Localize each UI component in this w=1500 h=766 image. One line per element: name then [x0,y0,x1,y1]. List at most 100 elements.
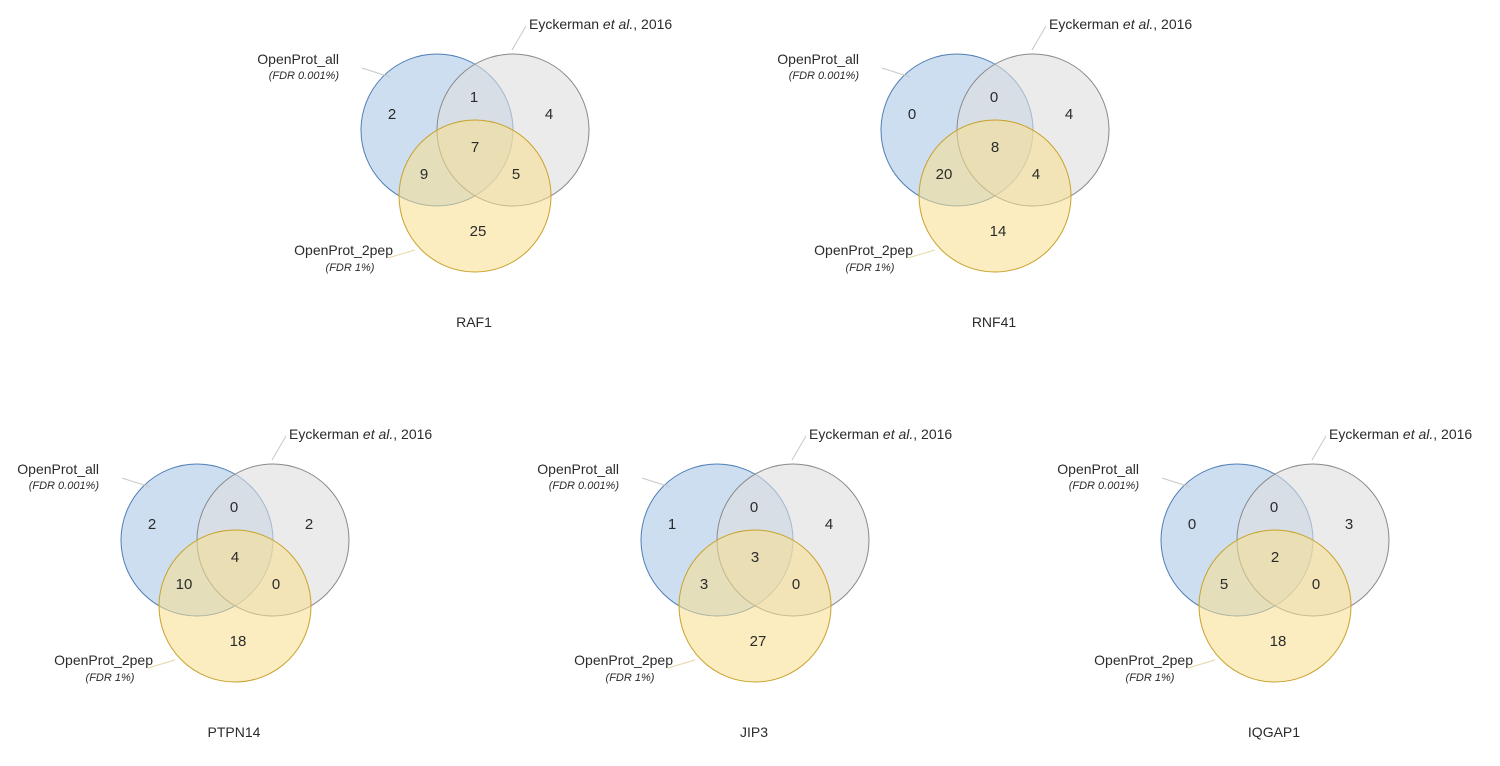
count-all-2pep: 9 [420,166,428,183]
label-openprot-2pep-fdr: (FDR 1%) [86,672,135,684]
circle-openprot-2pep [678,529,832,683]
count-center: 3 [751,549,759,566]
count-pep-only: 14 [990,223,1007,240]
count-eyck-2pep: 5 [512,166,520,183]
venn-rnf41: 0 0 4 8 20 4 14 OpenProt_all (FDR 0.001%) Eyckerm… [777,16,1192,330]
label-openprot-2pep: OpenProt_2pep [814,242,913,258]
leader-eyckerman [271,435,287,461]
circle-openprot-2pep [398,119,552,273]
label-eyckerman-etal: et al. [1123,16,1153,32]
label-openprot-all-fdr: (FDR 0.001%) [29,480,100,492]
label-eyckerman: Eyckerman et al., 2016 [1049,16,1192,32]
count-eyck-2pep: 4 [1032,166,1040,183]
count-all-2pep: 20 [936,166,953,183]
leader-openprot-2pep [907,249,936,259]
label-openprot-2pep: OpenProt_2pep [1094,652,1193,668]
count-all-only: 0 [1188,516,1196,533]
label-openprot-all: OpenProt_all [537,461,619,477]
label-eyckerman: Eyckerman et al., 2016 [1329,426,1472,442]
leader-openprot-all [1161,477,1191,488]
label-eyckerman-year: , 2016 [1153,16,1192,32]
label-eyckerman-etal: et al. [363,426,393,442]
label-eyckerman-author: Eyckerman [809,426,883,442]
label-openprot-all-fdr: (FDR 0.001%) [549,480,620,492]
count-all-eyck: 1 [470,89,478,106]
count-pep-only: 18 [1270,633,1287,650]
count-eyck-only: 4 [1065,106,1073,123]
leader-openprot-all [881,67,911,78]
label-openprot-all: OpenProt_all [777,51,859,67]
count-center: 8 [991,139,999,156]
leader-openprot-2pep [1187,659,1216,669]
count-eyck-only: 4 [825,516,833,533]
venn-ptpn14: 2 0 2 4 10 0 18 OpenProt_all (FDR 0.001%) Eyckerm… [17,426,432,740]
label-eyckerman-year: , 2016 [1433,426,1472,442]
count-all-only: 2 [148,516,156,533]
label-eyckerman-author: Eyckerman [289,426,363,442]
leader-openprot-2pep [387,249,416,259]
label-eyckerman: Eyckerman et al., 2016 [529,16,672,32]
count-all-2pep: 5 [1220,576,1228,593]
label-eyckerman-etal: et al. [603,16,633,32]
count-eyck-only: 3 [1345,516,1353,533]
count-eyck-only: 2 [305,516,313,533]
venn-raf1: 2 1 4 7 9 5 25 OpenProt_all (FDR 0.001%) Eyckerma… [257,16,672,330]
count-all-eyck: 0 [750,499,758,516]
label-openprot-all: OpenProt_all [257,51,339,67]
label-eyckerman: Eyckerman et al., 2016 [289,426,432,442]
count-all-eyck: 0 [1270,499,1278,516]
label-eyckerman-etal: et al. [1403,426,1433,442]
circle-openprot-2pep [1198,529,1352,683]
count-all-eyck: 0 [230,499,238,516]
label-openprot-2pep: OpenProt_2pep [294,242,393,258]
venn-jip3: 1 0 4 3 3 0 27 OpenProt_all (FDR 0.001%) Eyckerma… [537,426,952,740]
diagram-title: RNF41 [972,314,1017,330]
leader-openprot-2pep [667,659,696,669]
count-all-eyck: 0 [990,89,998,106]
label-eyckerman-author: Eyckerman [1329,426,1403,442]
count-eyck-2pep: 0 [1312,576,1320,593]
label-eyckerman-year: , 2016 [913,426,952,442]
label-openprot-2pep-fdr: (FDR 1%) [1126,672,1175,684]
label-eyckerman-year: , 2016 [633,16,672,32]
label-openprot-all-fdr: (FDR 0.001%) [789,70,860,82]
count-pep-only: 25 [470,223,487,240]
count-eyck-2pep: 0 [792,576,800,593]
diagram-title: IQGAP1 [1248,724,1300,740]
label-eyckerman-author: Eyckerman [1049,16,1123,32]
label-openprot-2pep-fdr: (FDR 1%) [846,262,895,274]
leader-openprot-all [361,67,391,78]
count-pep-only: 18 [230,633,247,650]
count-center: 4 [231,549,239,566]
count-eyck-only: 4 [545,106,553,123]
diagram-title: RAF1 [456,314,492,330]
label-eyckerman: Eyckerman et al., 2016 [809,426,952,442]
venn-iqgap1: 0 0 3 2 5 0 18 OpenProt_all (FDR 0.001%) Eyckerma… [1057,426,1472,740]
count-all-only: 2 [388,106,396,123]
leader-openprot-2pep [147,659,176,669]
count-eyck-2pep: 0 [272,576,280,593]
count-center: 7 [471,139,479,156]
label-eyckerman-etal: et al. [883,426,913,442]
label-openprot-2pep-fdr: (FDR 1%) [326,262,375,274]
diagram-title: PTPN14 [208,724,261,740]
count-center: 2 [1271,549,1279,566]
count-all-2pep: 3 [700,576,708,593]
label-eyckerman-year: , 2016 [393,426,432,442]
diagram-title: JIP3 [740,724,768,740]
circle-openprot-2pep [158,529,312,683]
leader-openprot-all [641,477,671,488]
leader-eyckerman [1311,435,1327,461]
label-eyckerman-author: Eyckerman [529,16,603,32]
leader-openprot-all [121,477,151,488]
label-openprot-2pep: OpenProt_2pep [54,652,153,668]
leader-eyckerman [511,25,527,51]
label-openprot-all-fdr: (FDR 0.001%) [269,70,340,82]
count-pep-only: 27 [750,633,767,650]
leader-eyckerman [791,435,807,461]
count-all-only: 1 [668,516,676,533]
circle-openprot-2pep [918,119,1072,273]
label-openprot-all: OpenProt_all [1057,461,1139,477]
label-openprot-all-fdr: (FDR 0.001%) [1069,480,1140,492]
